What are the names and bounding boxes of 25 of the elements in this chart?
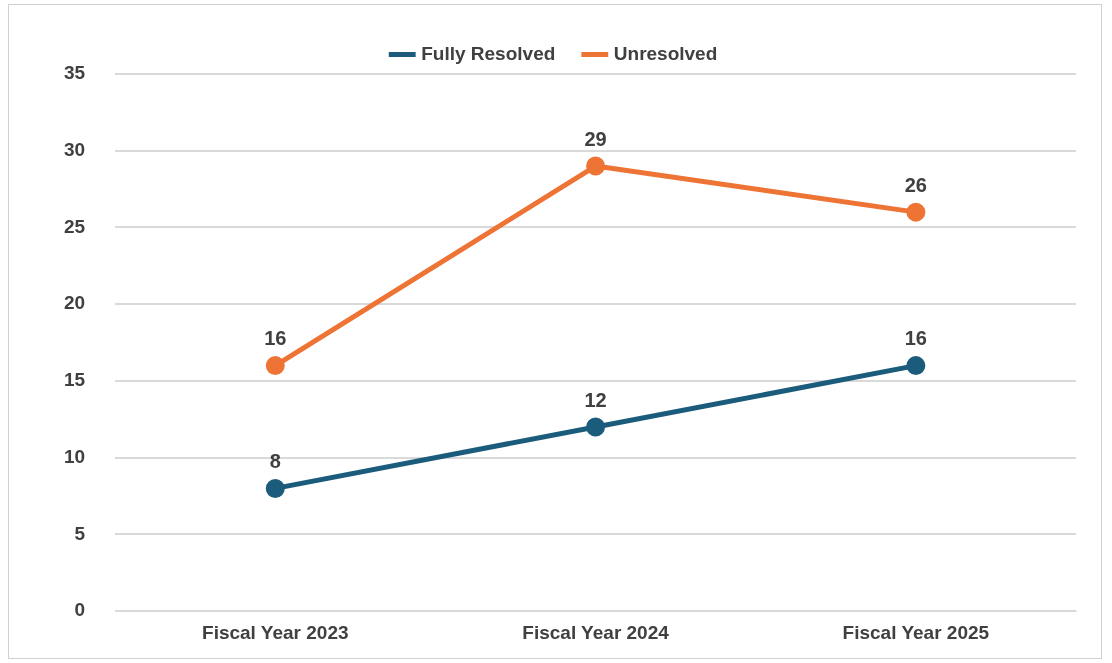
point	[265, 356, 285, 376]
y-tick-label: 10	[63, 445, 86, 467]
y-tick-label: 30	[63, 138, 86, 160]
x-tick-label: Fiscal Year 2023	[202, 621, 349, 643]
data-label: 16	[264, 327, 287, 350]
data-label: 12	[584, 388, 607, 411]
y-tick-label: 0	[74, 599, 86, 621]
data-label: 29	[584, 127, 607, 150]
data-label: 8	[269, 449, 281, 472]
y-tick-label: 35	[63, 62, 86, 84]
y-tick-label: 15	[63, 369, 86, 391]
y-tick-label: 20	[63, 292, 86, 314]
data-label: 26	[904, 173, 927, 196]
data-label: 16	[904, 327, 927, 350]
point	[586, 417, 606, 437]
y-tick-label: 5	[74, 522, 86, 544]
point	[906, 356, 926, 376]
legend-label: Unresolved	[613, 42, 718, 64]
point	[265, 478, 285, 498]
x-tick-label: Fiscal Year 2025	[842, 621, 990, 643]
y-tick-label: 25	[63, 215, 86, 237]
legend-label: Fully Resolved	[421, 42, 556, 64]
point	[586, 156, 606, 176]
x-tick-label: Fiscal Year 2024	[522, 621, 670, 643]
point	[906, 202, 926, 222]
